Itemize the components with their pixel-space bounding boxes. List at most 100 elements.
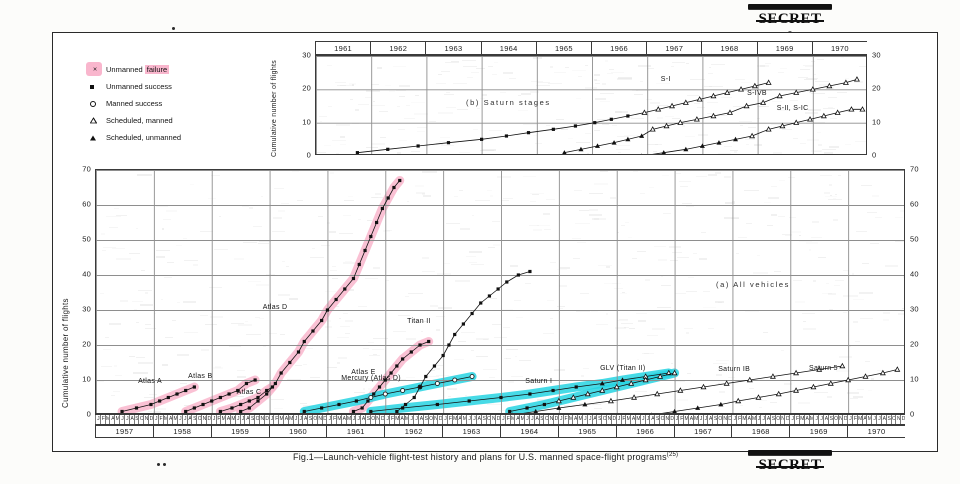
month-tick: F: [851, 415, 857, 424]
x-marker-icon: ×: [93, 66, 98, 73]
month-tick: M: [461, 415, 467, 424]
month-tick: N: [779, 415, 785, 424]
main-series-label: Saturn I: [525, 377, 553, 385]
open-circle-icon: [90, 100, 96, 107]
month-tick: S: [538, 415, 544, 424]
month-tick: O: [659, 415, 665, 424]
month-tick: M: [567, 415, 573, 424]
month-tick: D: [263, 415, 269, 424]
month-tick: J: [871, 415, 877, 424]
main-plot-area: (a) All vehicles Atlas A Atlas B Atlas C At…: [95, 169, 905, 414]
month-tick: N: [548, 415, 554, 424]
month-tick: J: [119, 415, 125, 424]
month-tick: S: [712, 415, 718, 424]
inset-chart: Cumulative number of flights 0 10 20 30 196…: [271, 41, 885, 165]
month-tick: M: [683, 415, 689, 424]
month-tick: J: [268, 415, 275, 424]
y-tick-label: 40: [910, 269, 919, 279]
month-tick: J: [442, 415, 448, 424]
month-tick: A: [745, 415, 751, 424]
month-tick: O: [716, 415, 723, 424]
main-year-label: 1961: [326, 426, 384, 438]
month-tick: S: [191, 415, 197, 424]
month-tick: A: [167, 415, 173, 424]
legend-label-highlight: failure: [144, 65, 170, 74]
main-year-label: 1957: [95, 426, 153, 438]
month-tick: A: [572, 415, 578, 424]
month-tick: D: [610, 415, 617, 424]
month-tick: F: [562, 415, 568, 424]
inset-year-label: 1967: [646, 42, 701, 55]
legend-item: × Unmanned failure: [86, 61, 236, 78]
month-tick: M: [220, 415, 226, 424]
inset-year-label: 1963: [425, 42, 480, 55]
month-tick: M: [750, 415, 757, 424]
month-tick: N: [201, 415, 207, 424]
month-tick: D: [321, 415, 327, 424]
month-tick: J: [413, 415, 419, 424]
legend-label-2: success: [135, 99, 163, 108]
inset-year-label: 1969: [756, 42, 812, 55]
main-series-label: Atlas B: [188, 372, 213, 380]
y-tick-label: 50: [910, 234, 919, 244]
main-year-label: 1967: [673, 426, 732, 438]
month-tick: A: [418, 415, 424, 424]
month-tick: M: [856, 415, 863, 424]
year-label-band: 1957 1958 1959 1960 1961 1962 1963 1964 1965 1966…: [95, 425, 905, 438]
legend-label-2: unmanned: [145, 133, 182, 142]
main-series-label: Saturn IB: [718, 366, 751, 373]
y-tick-label: 70: [82, 164, 91, 174]
main-series-label: Atlas C: [236, 388, 262, 396]
y-tick-label: 50: [82, 234, 91, 244]
month-tick: A: [283, 415, 289, 424]
main-year-label: 1963: [442, 426, 500, 438]
month-tick: A: [398, 415, 404, 424]
month-tick: A: [591, 415, 597, 424]
month-tick: D: [842, 415, 848, 424]
y-tick-label: 20: [910, 339, 919, 349]
month-tick: J: [500, 415, 506, 424]
page-speck: [163, 463, 166, 466]
month-tick: O: [196, 415, 202, 424]
month-tick: O: [369, 415, 376, 424]
month-tick: A: [244, 415, 250, 424]
month-tick: J: [760, 415, 766, 424]
month-tick: A: [128, 415, 134, 424]
month-tick: A: [514, 415, 520, 424]
open-triangle-icon: [90, 117, 97, 123]
month-tick: S: [422, 415, 428, 424]
y-tick-label: 70: [910, 164, 919, 174]
month-tick: N: [374, 415, 380, 424]
month-tick: M: [393, 415, 400, 424]
classification-label: SECRET: [755, 11, 825, 27]
month-tick: S: [480, 415, 486, 424]
inset-year-label: 1968: [701, 42, 756, 55]
month-tick: A: [823, 415, 829, 424]
month-tick: J: [639, 415, 646, 424]
main-y-axis-title: Cumulative number of flights: [61, 298, 70, 408]
month-tick: O: [254, 415, 260, 424]
legend-label-2: success: [144, 82, 172, 91]
month-tick: J: [731, 415, 737, 424]
inset-year-label: 1961: [315, 42, 370, 55]
month-tick: J: [384, 415, 390, 424]
month-tick: F: [389, 415, 395, 424]
month-tick: M: [403, 415, 410, 424]
classification-label: SECRET: [755, 457, 825, 473]
month-tick: A: [707, 415, 713, 424]
month-tick: F: [620, 415, 626, 424]
caption-reference: (25): [666, 452, 679, 458]
main-series-label: GLV (Titan II): [600, 365, 646, 372]
month-tick: J: [615, 415, 622, 424]
month-tick: J: [755, 415, 762, 424]
legend-label: Scheduled,: [106, 133, 144, 142]
month-tick: J: [152, 415, 159, 424]
inset-y-axis-title: Cumulative number of flights: [271, 59, 278, 157]
month-tick: N: [895, 415, 901, 424]
filled-square-icon: [90, 84, 94, 89]
y-tick-label: 60: [82, 199, 91, 209]
month-tick: J: [557, 415, 564, 424]
inset-year-label: 1970: [811, 42, 867, 55]
month-tick: O: [890, 415, 896, 424]
